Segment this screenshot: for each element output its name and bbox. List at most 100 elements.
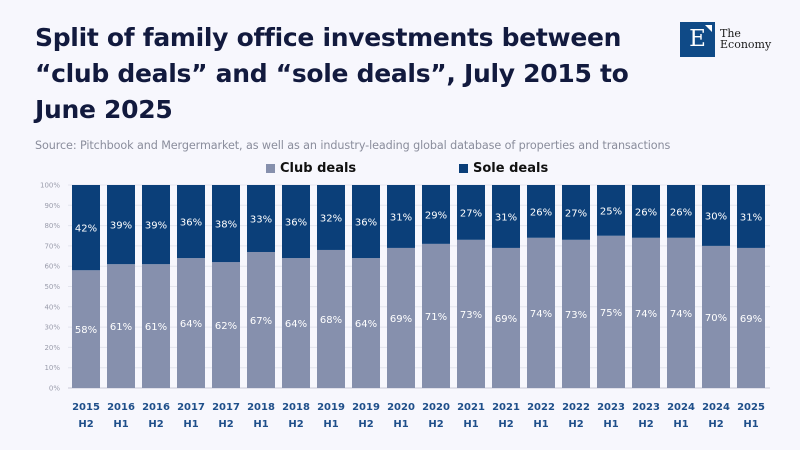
- data-label-sole-deals: 26%: [670, 207, 692, 218]
- x-tick-label-year: 2024: [702, 402, 730, 413]
- bar-club-deals: [72, 270, 100, 388]
- x-tick-label-year: 2025: [737, 402, 765, 413]
- bar-sole-deals: [492, 185, 520, 248]
- data-label-sole-deals: 39%: [145, 221, 167, 232]
- x-tick-label-half: H1: [323, 419, 338, 430]
- bar-sole-deals: [387, 185, 415, 248]
- data-label-sole-deals: 38%: [215, 220, 237, 231]
- data-label-sole-deals: 31%: [390, 212, 412, 223]
- bar-group: 69% 31%: [492, 185, 520, 388]
- data-label-club-deals: 64%: [355, 319, 377, 330]
- data-label-sole-deals: 29%: [425, 210, 447, 221]
- bar-club-deals: [212, 262, 240, 388]
- x-tick-label-year: 2021: [492, 402, 520, 413]
- legend-label-club-deals: Club deals: [280, 161, 357, 176]
- bar-sole-deals: [632, 185, 660, 238]
- data-label-club-deals: 73%: [460, 310, 482, 321]
- bar-sole-deals: [107, 185, 135, 265]
- data-label-club-deals: 68%: [320, 315, 342, 326]
- bar-club-deals: [667, 237, 695, 388]
- x-tick-label-year: 2022: [562, 402, 590, 413]
- data-label-club-deals: 64%: [180, 319, 202, 330]
- bar-group: 74% 26%: [632, 185, 660, 388]
- source-note: Source: Pitchbook and Mergermarket, as w…: [35, 139, 671, 152]
- bar-club-deals: [142, 264, 170, 388]
- bar-group: 74% 26%: [527, 185, 555, 388]
- bar-club-deals: [317, 249, 345, 388]
- bar-group: 71% 29%: [422, 185, 450, 388]
- chart-title: Split of family office investments betwe…: [35, 23, 629, 124]
- bar-club-deals: [527, 237, 555, 388]
- x-tick-label-half: H2: [78, 419, 93, 430]
- bar-group: 61% 39%: [142, 185, 170, 388]
- y-tick-label: 0%: [49, 385, 60, 393]
- bar-sole-deals: [737, 185, 765, 248]
- bar-group: 69% 31%: [387, 185, 415, 388]
- x-tick-label-half: H2: [498, 419, 513, 430]
- bar-group: 64% 36%: [282, 185, 310, 388]
- x-tick-label-half: H1: [183, 419, 198, 430]
- x-tick-label-half: H2: [568, 419, 583, 430]
- x-tick-label-half: H1: [603, 419, 618, 430]
- bar-club-deals: [457, 239, 485, 388]
- bar-club-deals: [422, 243, 450, 388]
- data-label-club-deals: 69%: [740, 314, 762, 325]
- bar-group: 64% 36%: [177, 185, 205, 388]
- y-tick-label: 10%: [44, 364, 60, 372]
- bar-club-deals: [492, 247, 520, 388]
- x-tick-label-year: 2015: [72, 402, 100, 413]
- x-tick-label-half: H1: [113, 419, 128, 430]
- x-tick-label-half: H2: [708, 419, 723, 430]
- data-label-sole-deals: 36%: [355, 218, 377, 229]
- data-label-club-deals: 70%: [705, 313, 727, 324]
- bar-group: 58% 42%: [72, 185, 100, 388]
- bar-club-deals: [107, 264, 135, 388]
- x-axis-labels: 2015 H2 2016 H1 2016 H2 2017 H1 2017 H2 2018 H1 2018…: [72, 402, 765, 430]
- legend-label-sole-deals: Sole deals: [473, 161, 549, 176]
- data-label-club-deals: 75%: [600, 308, 622, 319]
- bar-group: 69% 31%: [737, 185, 765, 388]
- data-label-sole-deals: 36%: [180, 218, 202, 229]
- data-label-club-deals: 61%: [110, 322, 132, 333]
- bar-group: 62% 38%: [212, 185, 240, 388]
- legend-item-club-deals: Club deals: [266, 161, 356, 176]
- bar-sole-deals: [527, 185, 555, 238]
- data-label-sole-deals: 36%: [285, 218, 307, 229]
- data-label-club-deals: 64%: [285, 319, 307, 330]
- y-tick-label: 60%: [44, 263, 60, 271]
- bar-club-deals: [737, 247, 765, 388]
- x-tick-label-year: 2018: [247, 402, 275, 413]
- y-tick-label: 40%: [44, 303, 60, 311]
- data-label-club-deals: 74%: [635, 309, 657, 320]
- bar-sole-deals: [562, 185, 590, 240]
- logo-mark-icon: E: [680, 21, 715, 57]
- bar-sole-deals: [212, 185, 240, 263]
- bar-group: 68% 32%: [317, 185, 345, 388]
- bar-club-deals: [352, 258, 380, 388]
- gridlines: [68, 184, 770, 389]
- bar-group: 61% 39%: [107, 185, 135, 388]
- data-label-sole-deals: 26%: [635, 207, 657, 218]
- bar-sole-deals: [247, 185, 275, 252]
- data-label-sole-deals: 27%: [565, 208, 587, 219]
- bar-sole-deals: [667, 185, 695, 238]
- x-tick-label-year: 2022: [527, 402, 555, 413]
- bar-club-deals: [177, 258, 205, 388]
- y-tick-label: 30%: [44, 324, 60, 332]
- bar-sole-deals: [317, 185, 345, 250]
- legend-item-sole-deals: Sole deals: [459, 161, 548, 176]
- data-label-sole-deals: 31%: [740, 212, 762, 223]
- data-label-sole-deals: 39%: [110, 221, 132, 232]
- bars: 58% 42% 61% 39% 61% 39% 64% 36% 62% 38% 67% 33% 64% 3…: [72, 185, 765, 388]
- x-tick-label-year: 2019: [352, 402, 380, 413]
- y-tick-label: 70%: [44, 242, 60, 250]
- bar-club-deals: [702, 245, 730, 388]
- x-tick-label-year: 2021: [457, 402, 485, 413]
- bar-sole-deals: [177, 185, 205, 259]
- data-label-sole-deals: 42%: [75, 224, 97, 235]
- data-label-club-deals: 62%: [215, 321, 237, 332]
- data-label-sole-deals: 25%: [600, 206, 622, 217]
- data-label-club-deals: 61%: [145, 322, 167, 333]
- bar-group: 70% 30%: [702, 185, 730, 388]
